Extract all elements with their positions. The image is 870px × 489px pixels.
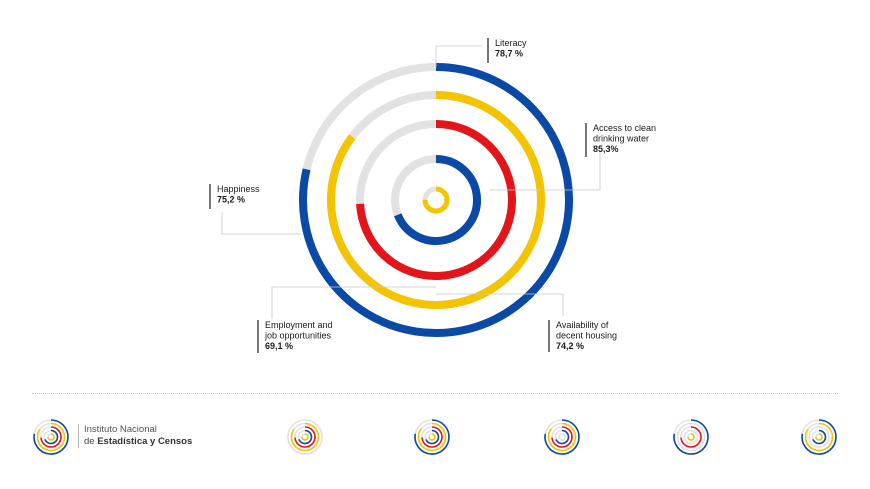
- ring-value-arc: [394, 155, 481, 245]
- logo-icon: [544, 419, 580, 455]
- institution-bold: Estadística y Censos: [97, 436, 193, 447]
- series-value-label: 69,1 %: [265, 341, 293, 351]
- series-label: Literacy: [495, 38, 527, 48]
- logo-icon: [414, 419, 450, 455]
- label-leaders: [209, 38, 601, 353]
- logo-icon: [33, 419, 69, 455]
- logo-icon: [801, 419, 837, 455]
- institution-line-1: Instituto Nacional: [84, 424, 157, 435]
- leader-line: [436, 293, 564, 316]
- leader-line: [271, 286, 436, 319]
- ring-value-arc: [422, 186, 450, 214]
- footer-divider: [32, 393, 838, 394]
- series-label: Access to clean drinking water: [593, 123, 656, 144]
- series-value-label: 78,7 %: [495, 49, 523, 59]
- logo-icon: [287, 419, 323, 455]
- ring-value-arc: [356, 120, 516, 280]
- ring-value-arc: [299, 63, 573, 337]
- series-value-label: 75,2 %: [217, 195, 245, 205]
- institution-prefix: de: [84, 436, 98, 447]
- leader-line: [435, 45, 482, 67]
- leader-line: [490, 150, 601, 191]
- chart-rings: [299, 63, 573, 337]
- series-label: Happiness: [217, 184, 260, 194]
- institution-name: Instituto Nacional de Estadística y Cens…: [78, 424, 192, 448]
- footer-logos: [33, 419, 837, 455]
- series-value-label: 74,2 %: [556, 341, 584, 351]
- series-value-label: 85,3%: [593, 144, 619, 154]
- institution-line-2: de Estadística y Censos: [84, 436, 192, 448]
- leader-line: [221, 212, 301, 235]
- logo-icon: [673, 419, 709, 455]
- series-label: Employment and job opportunities: [264, 320, 333, 341]
- series-label: Availability of decent housing: [556, 320, 617, 341]
